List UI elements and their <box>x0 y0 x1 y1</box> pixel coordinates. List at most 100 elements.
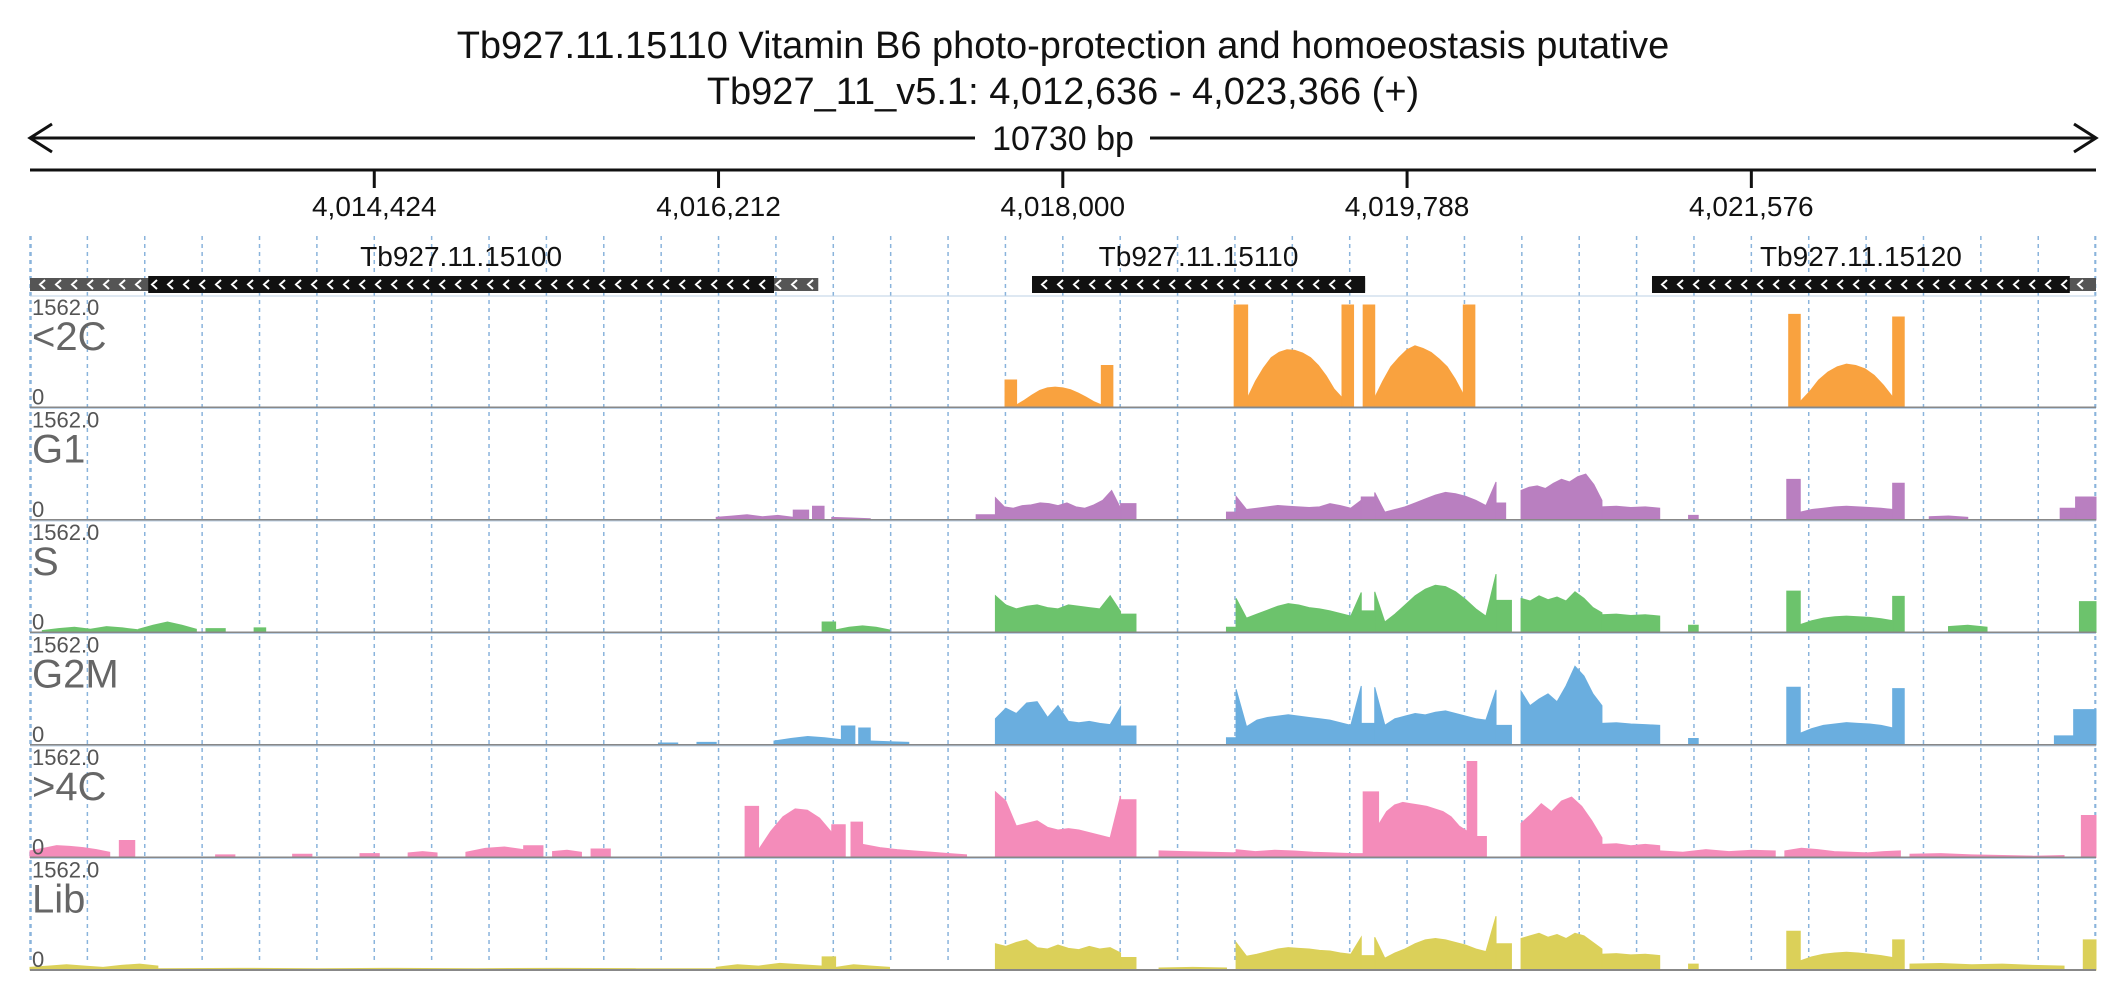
coverage-area <box>1659 849 1776 858</box>
track-name: Lib <box>32 878 85 922</box>
track-name: G2M <box>32 653 119 697</box>
coverage-area <box>1120 799 1137 858</box>
x-tick-label: 4,019,788 <box>1345 191 1470 222</box>
coverage-area <box>1466 761 1478 858</box>
coverage-area <box>862 843 968 858</box>
coverage-area <box>1799 615 1894 633</box>
coverage-area <box>1892 316 1905 408</box>
coverage-tracks: 1562.0<2C01562.0G101562.0S01562.0G2M0156… <box>29 295 2097 972</box>
chart-title: Tb927.11.15110 Vitamin B6 photo-protecti… <box>457 25 1670 67</box>
coverage-area <box>1004 379 1018 408</box>
coverage-area <box>811 505 825 521</box>
coverage-area <box>1360 610 1376 633</box>
x-tick-label: 4,021,576 <box>1689 191 1814 222</box>
coverage-area <box>1799 722 1894 746</box>
span-indicator: 10730 bp <box>27 120 2099 158</box>
coverage-area <box>1786 930 1801 971</box>
track-ymin-label: 0 <box>32 385 44 410</box>
coverage-area <box>1786 686 1801 746</box>
coverage-area <box>1892 595 1905 633</box>
strand-arrows <box>38 279 814 290</box>
coverage-area <box>994 594 1122 633</box>
coverage-area <box>840 725 856 746</box>
coverage-area <box>821 621 837 633</box>
coverage-area <box>773 735 842 746</box>
coverage-area <box>1892 482 1905 521</box>
coverage-area <box>1374 916 1497 971</box>
coverage-area <box>1235 494 1362 521</box>
coverage-area <box>2053 735 2075 746</box>
coverage-area <box>1225 511 1237 521</box>
coverage-area <box>1495 943 1512 971</box>
coverage-area <box>821 956 837 971</box>
track-name: <2C <box>32 315 107 359</box>
gene-tb927-11-15100: Tb927.11.15100 <box>30 241 819 293</box>
coverage-area <box>850 821 864 858</box>
x-tick-label: 4,016,212 <box>656 191 781 222</box>
coverage-area <box>1601 843 1661 858</box>
coverage-area <box>758 808 833 858</box>
coverage-area <box>858 727 871 746</box>
coverage-area <box>1799 505 1894 521</box>
coverage-area <box>1495 502 1507 521</box>
coverage-area <box>465 846 525 858</box>
track-ymax-label: 1562.0 <box>32 408 99 433</box>
track-ymax-label: 1562.0 <box>32 520 99 545</box>
gene-label: Tb927.11.15120 <box>1760 241 1962 272</box>
coverage-area <box>1786 590 1801 633</box>
coverage-area <box>1247 349 1343 408</box>
coverage-area <box>1374 687 1497 746</box>
coverage-area <box>1892 939 1905 971</box>
chart-subtitle: Tb927_11_v5.1: 4,012,636 - 4,023,366 (+) <box>707 71 1419 113</box>
coverage-area <box>1120 503 1137 521</box>
gridlines <box>29 236 2097 962</box>
coverage-area <box>552 849 582 858</box>
coverage-area <box>744 805 760 858</box>
coverage-area <box>1120 613 1137 633</box>
coverage-area <box>2073 709 2097 746</box>
coverage-area <box>1601 613 1661 633</box>
span-label: 10730 bp <box>992 120 1134 158</box>
x-tick-label: 4,018,000 <box>1001 191 1126 222</box>
coverage-area <box>1120 957 1137 971</box>
coverage-area <box>2078 601 2097 633</box>
coverage-area <box>1235 935 1362 971</box>
coverage-area <box>1786 478 1801 521</box>
coverage-area <box>1362 791 1380 858</box>
track-lt2c: 1562.0<2C 0 <box>30 295 2096 410</box>
coverage-area <box>1601 505 1661 521</box>
coverage-area <box>1378 801 1468 858</box>
track-name: G1 <box>32 428 85 472</box>
coverage-area <box>1495 599 1512 633</box>
coverage-area <box>1495 724 1512 746</box>
coverage-area <box>994 790 1122 858</box>
coverage-area <box>994 701 1122 746</box>
coverage-area <box>1520 665 1603 746</box>
coverage-area <box>1788 313 1801 408</box>
track-g1: 1562.0G1 0 <box>30 408 2097 522</box>
gene-body <box>148 276 774 293</box>
coverage-area <box>1476 836 1487 858</box>
coverage-area <box>29 963 159 971</box>
coverage-area <box>1362 304 1376 408</box>
coverage-area <box>1799 363 1894 408</box>
coverage-area <box>138 621 197 633</box>
coverage-area <box>831 824 846 858</box>
coverage-area <box>1520 591 1603 633</box>
coverage-area <box>1360 496 1376 521</box>
coverage-area <box>1520 473 1603 521</box>
track-ymin-label: 0 <box>32 835 44 860</box>
track-ymax-label: 1562.0 <box>32 745 99 770</box>
gene-tb927-11-15120: Tb927.11.15120 <box>1651 241 2096 293</box>
coverage-area <box>792 509 810 521</box>
coverage-area <box>1909 962 2065 971</box>
coverage-area <box>1016 386 1102 408</box>
coverage-area <box>1374 345 1464 408</box>
x-axis-ticks: 4,014,424 4,016,212 4,018,000 4,019,788 4,02… <box>312 170 1814 222</box>
coverage-area <box>2059 507 2077 521</box>
coverage-area <box>1225 737 1237 746</box>
coverage-area <box>1520 932 1603 971</box>
coverage-area <box>1360 722 1376 746</box>
coverage-area <box>994 939 1122 971</box>
